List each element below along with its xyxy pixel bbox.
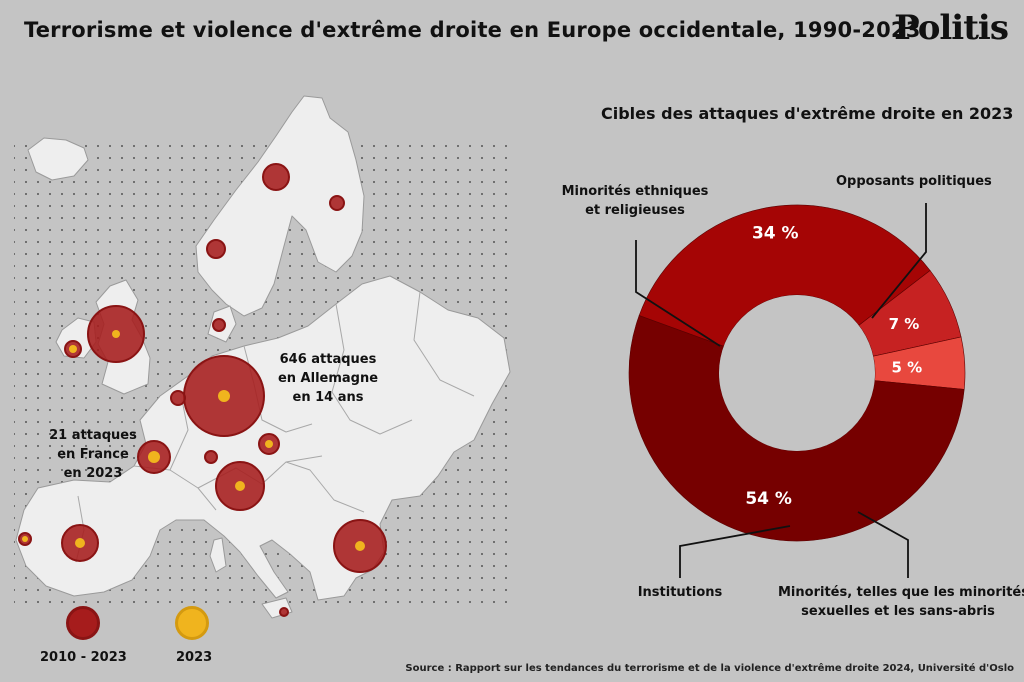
- leader-minorites-sexuelles: [857, 511, 909, 578]
- donut-value-institutions: 5 %: [891, 358, 922, 376]
- legend-dot-2023: [175, 606, 209, 640]
- leader-opposants: [871, 203, 927, 319]
- legend-label-2023: 2023: [176, 650, 213, 665]
- label-opposants-politiques: Opposants politiques: [836, 174, 992, 189]
- legend-label-2010-2023: 2010 - 2023: [40, 650, 127, 665]
- page-title: Terrorisme et violence d'extrême droite …: [24, 18, 921, 42]
- note-france: 21 attaques en France en 2023: [49, 428, 137, 481]
- label-leader-lines: [635, 203, 927, 578]
- map-bubble-2023-france: [148, 451, 160, 463]
- donut-value-minorites-sexuelles: 7 %: [889, 315, 920, 333]
- leader-minorites-ethniques: [635, 240, 721, 347]
- map-bubble-finland: [329, 195, 345, 211]
- label-minorites-sexuelles: Minorités, telles que les minorités sexu…: [778, 585, 1024, 619]
- map-bubble-denmark: [212, 318, 226, 332]
- map-bubble-2023-ireland: [69, 345, 77, 353]
- leader-institutions: [679, 525, 791, 578]
- map-circle-layer: [18, 163, 387, 617]
- map-bubble-malta: [279, 607, 289, 617]
- donut-value-opposants: 34 %: [752, 224, 799, 244]
- map-bubble-belgium: [170, 390, 186, 406]
- note-germany: 646 attaques en Allemagne en 14 ans: [277, 352, 379, 405]
- map-bubble-2023-portugal: [22, 536, 28, 542]
- label-minorites-ethniques: Minorités ethniques et religieuses: [561, 184, 709, 218]
- label-institutions: Institutions: [637, 585, 723, 600]
- map-bubble-2023-italy: [235, 481, 245, 491]
- donut-value-minorites-ethniques: 54 %: [745, 489, 792, 509]
- land-scandinavia: [195, 95, 365, 317]
- map-bubble-2023-germany: [218, 390, 230, 402]
- legend-dot-2010-2023: [66, 606, 100, 640]
- map-bubble-2023-greece: [355, 541, 365, 551]
- land-iceland: [27, 137, 89, 181]
- map-bubble-2023-austria: [265, 440, 273, 448]
- map-bubble-norway: [206, 239, 226, 259]
- map-bubble-2023-spain: [75, 538, 85, 548]
- source-note: Source : Rapport sur les tendances du te…: [405, 663, 1014, 674]
- map-bubble-sweden: [262, 163, 290, 191]
- brand-logo: Politis: [894, 8, 1009, 48]
- donut-title: Cibles des attaques d'extrême droite en …: [601, 104, 1014, 123]
- donut-hole: [719, 295, 875, 451]
- donut-chart: 34 % 7 % 5 % 54 %: [628, 204, 966, 542]
- map-bubble-2023-great-britain: [112, 330, 120, 338]
- map-bubble-switzerland: [204, 450, 218, 464]
- land-sardinia: [209, 537, 227, 573]
